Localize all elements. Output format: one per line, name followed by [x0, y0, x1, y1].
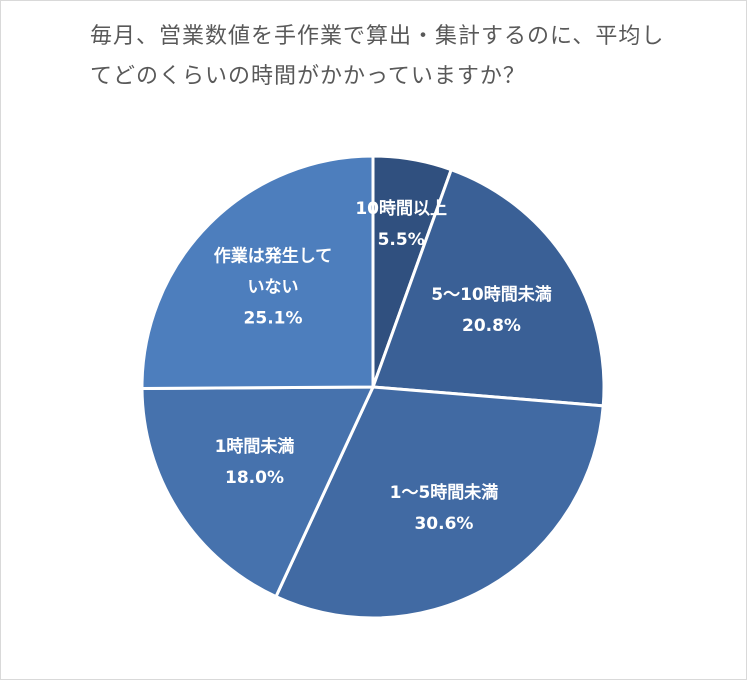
slice-category-3: 1～5時間未満: [389, 482, 499, 503]
chart-title: 毎月、営業数値を手作業で算出・集計するのに、平均してどのくらいの時間がかかってい…: [90, 24, 665, 89]
slice-label-1: 10時間以上 5.5%: [355, 194, 447, 256]
slice-category-5: 作業は発生していない: [213, 246, 333, 298]
slice-category-1: 10時間以上: [355, 199, 448, 220]
slice-label-4: 1時間未満 18.0%: [215, 432, 295, 494]
slice-category-4: 1時間未満: [214, 437, 295, 458]
pie-slice-2: [371, 168, 606, 408]
pie-slice-4: [140, 385, 375, 599]
slice-value-4: 18.0%: [225, 468, 284, 489]
slice-label-5: 作業は発生していない 25.1%: [209, 241, 337, 334]
slice-value-5: 25.1%: [243, 308, 303, 329]
slice-value-3: 30.6%: [414, 513, 474, 534]
slice-category-2: 5～10時間未満: [431, 284, 552, 305]
slice-value-2: 20.8%: [461, 315, 521, 336]
slice-value-1: 5.5%: [377, 230, 425, 251]
pie-slice-5: [140, 154, 375, 390]
pie-slice-3: [274, 385, 605, 620]
slice-label-2: 5～10時間未満 20.8%: [431, 280, 552, 342]
slice-label-3: 1～5時間未満 30.6%: [390, 478, 499, 540]
